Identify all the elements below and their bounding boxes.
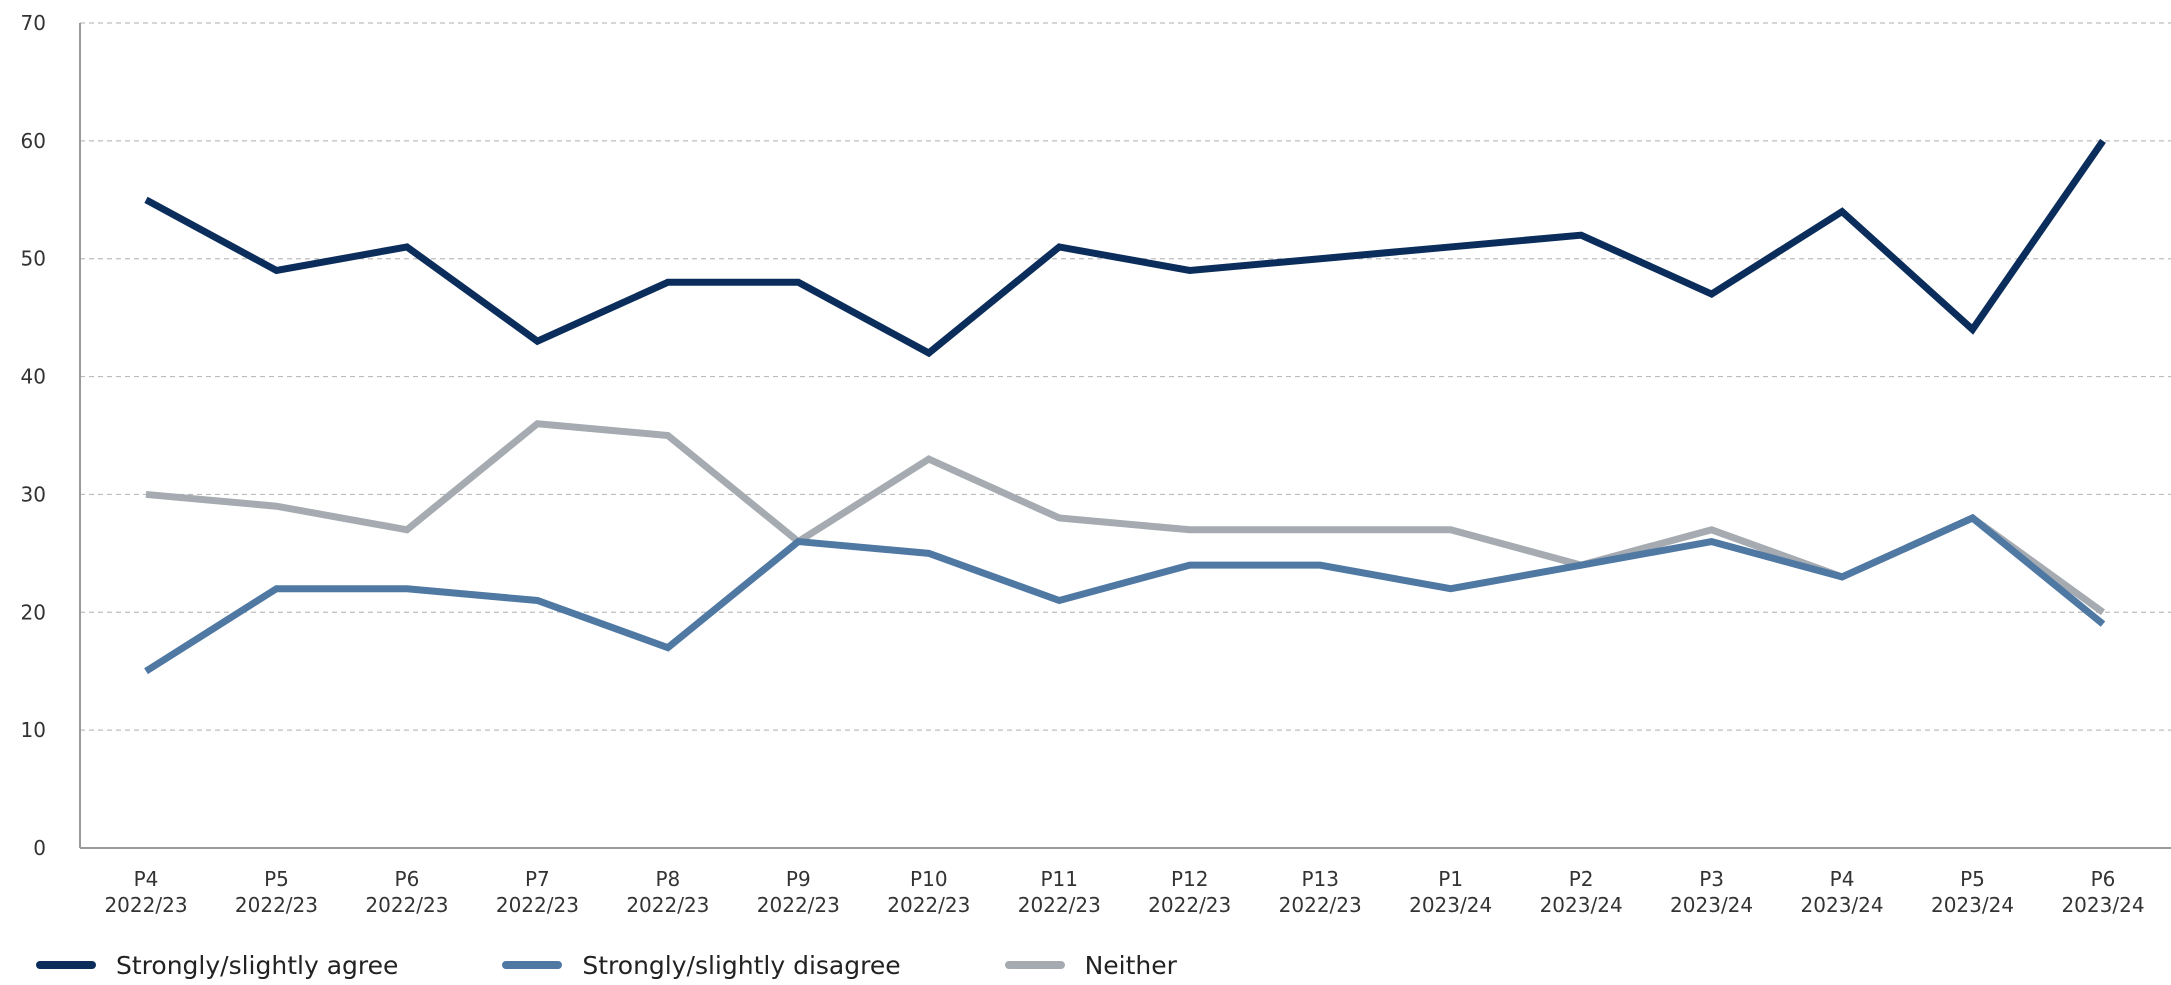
x-tick-period: P9 xyxy=(786,867,811,891)
x-tick-year: 2023/24 xyxy=(1409,893,1492,917)
x-tick-year: 2023/24 xyxy=(1540,893,1623,917)
x-tick-period: P8 xyxy=(655,867,680,891)
series-lines xyxy=(144,138,2106,675)
legend-item: Neither xyxy=(1004,950,1177,980)
legend-item: Strongly/slightly agree xyxy=(36,951,398,980)
series-line-strongly-slightly-disagree xyxy=(144,513,2106,675)
x-tick-year: 2023/24 xyxy=(2061,893,2144,917)
x-tick-period: P13 xyxy=(1301,867,1339,891)
legend: Strongly/slightly agree Strongly/slightly… xyxy=(36,945,1281,985)
axes xyxy=(79,23,2171,849)
y-tick-label: 20 xyxy=(21,600,46,624)
x-tick-period: P2 xyxy=(1569,867,1594,891)
legend-label: Strongly/slightly disagree xyxy=(582,950,901,980)
x-tick-period: P5 xyxy=(264,867,289,891)
x-tick-year: 2022/23 xyxy=(1279,893,1362,917)
legend-swatch xyxy=(1004,961,1065,969)
y-tick-label: 50 xyxy=(21,247,46,271)
y-axis-ticks: 0 10 20 30 40 50 60 70 xyxy=(21,11,46,860)
x-tick-year: 2023/24 xyxy=(1801,893,1884,917)
legend-swatch xyxy=(502,961,563,969)
series-line-strongly-slightly-agree xyxy=(144,138,2106,358)
x-tick-period: P5 xyxy=(1960,867,1985,891)
x-tick-period: P10 xyxy=(910,867,948,891)
x-tick-period: P1 xyxy=(1438,867,1463,891)
x-tick-period: P6 xyxy=(395,867,420,891)
x-tick-period: P4 xyxy=(134,867,159,891)
x-tick-period: P12 xyxy=(1171,867,1209,891)
x-tick-year: 2022/23 xyxy=(104,893,187,917)
x-tick-year: 2022/23 xyxy=(1018,893,1101,917)
x-tick-year: 2022/23 xyxy=(235,893,318,917)
legend-label: Strongly/slightly agree xyxy=(116,950,399,980)
y-tick-label: 70 xyxy=(21,11,46,35)
x-tick-period: P6 xyxy=(2091,867,2116,891)
x-tick-year: 2022/23 xyxy=(626,893,709,917)
x-tick-period: P7 xyxy=(525,867,550,891)
y-tick-label: 40 xyxy=(21,365,46,389)
x-tick-period: P4 xyxy=(1830,867,1855,891)
y-tick-label: 10 xyxy=(21,718,46,742)
x-tick-period: P11 xyxy=(1041,867,1079,891)
x-tick-year: 2023/24 xyxy=(1670,893,1753,917)
y-tick-label: 0 xyxy=(33,836,46,860)
x-tick-year: 2022/23 xyxy=(757,893,840,917)
x-axis-ticks: P42022/23P52022/23P62022/23P72022/23P820… xyxy=(104,867,2144,917)
series-line-neither xyxy=(145,420,2106,616)
legend-label: Neither xyxy=(1084,950,1177,980)
legend-item: Strongly/slightly disagree xyxy=(502,950,901,980)
x-tick-year: 2022/23 xyxy=(1148,893,1231,917)
x-tick-year: 2022/23 xyxy=(496,893,579,917)
y-tick-label: 60 xyxy=(21,129,46,153)
x-tick-period: P3 xyxy=(1699,867,1724,891)
y-tick-label: 30 xyxy=(21,482,46,506)
x-tick-year: 2022/23 xyxy=(887,893,970,917)
x-tick-year: 2022/23 xyxy=(365,893,448,917)
x-tick-year: 2023/24 xyxy=(1931,893,2014,917)
legend-swatch xyxy=(36,961,96,969)
grid-lines xyxy=(80,22,2171,731)
